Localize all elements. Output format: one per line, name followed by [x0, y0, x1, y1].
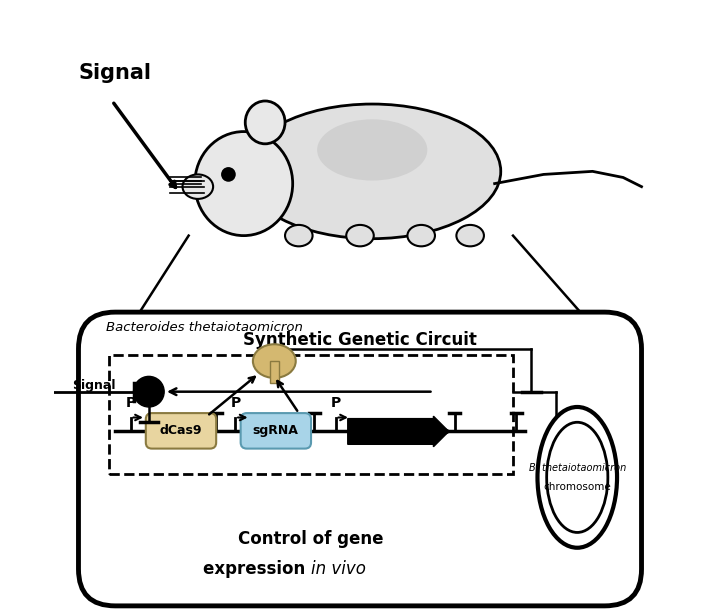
Text: P: P [126, 396, 137, 409]
FancyBboxPatch shape [146, 413, 216, 449]
Text: Synthetic Genetic Circuit: Synthetic Genetic Circuit [243, 330, 477, 349]
Ellipse shape [546, 422, 608, 532]
Text: expression: expression [203, 560, 311, 578]
FancyBboxPatch shape [240, 413, 311, 449]
Text: in vivo: in vivo [311, 560, 366, 578]
Text: P: P [230, 396, 240, 409]
Text: Bacteroides thetaiotaomicron: Bacteroides thetaiotaomicron [106, 321, 303, 334]
Ellipse shape [253, 344, 296, 378]
Text: dCas9: dCas9 [159, 424, 202, 438]
Text: B. thetaiotaomicron: B. thetaiotaomicron [528, 463, 626, 473]
Text: Signal: Signal [78, 64, 151, 83]
Text: sgRNA: sgRNA [253, 424, 299, 438]
FancyBboxPatch shape [270, 361, 279, 382]
Ellipse shape [346, 225, 374, 247]
Circle shape [221, 167, 235, 182]
Ellipse shape [408, 225, 435, 247]
Ellipse shape [246, 101, 285, 144]
Circle shape [134, 376, 164, 407]
Ellipse shape [537, 407, 617, 548]
Ellipse shape [183, 174, 213, 199]
Ellipse shape [285, 225, 312, 247]
FancyBboxPatch shape [78, 312, 642, 606]
Text: P: P [331, 396, 341, 409]
Text: chromosome: chromosome [544, 482, 611, 491]
Ellipse shape [318, 119, 428, 181]
Text: Control of gene: Control of gene [238, 529, 384, 548]
Ellipse shape [244, 104, 501, 239]
FancyArrow shape [348, 416, 449, 447]
Text: Signal: Signal [73, 379, 116, 392]
Ellipse shape [456, 225, 484, 247]
Ellipse shape [194, 132, 293, 236]
